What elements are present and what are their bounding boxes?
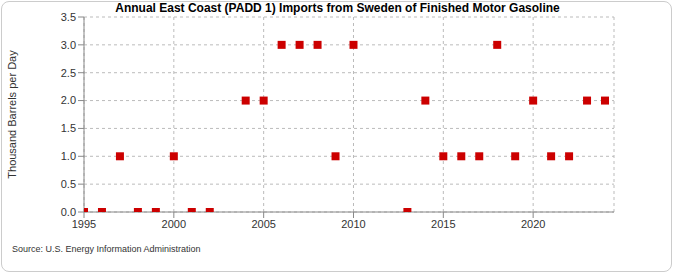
svg-text:2.0: 2.0 — [61, 94, 76, 106]
html-text:Source: U.S. Energy Informatio: Source: U.S. Energy Information Administ… — [12, 244, 201, 254]
svg-text:2010: 2010 — [341, 218, 365, 230]
html-text:Annual East Coast (PADD 1) Imp: Annual East Coast (PADD 1) Imports from … — [115, 1, 560, 15]
svg-text:0.5: 0.5 — [61, 178, 76, 190]
svg-text:3.5: 3.5 — [61, 11, 76, 23]
svg-text:2.5: 2.5 — [61, 67, 76, 79]
svg-text:1.5: 1.5 — [61, 122, 76, 134]
svg-text:3.0: 3.0 — [61, 39, 76, 51]
svg-text:Thousand Barrels per Day: Thousand Barrels per Day — [8, 50, 18, 179]
svg-text:1995: 1995 — [72, 218, 96, 230]
svg-text:2015: 2015 — [431, 218, 455, 230]
svg-text:2005: 2005 — [251, 218, 275, 230]
svg-text:2020: 2020 — [521, 218, 545, 230]
svg-text:0.0: 0.0 — [61, 206, 76, 218]
svg-text:1.0: 1.0 — [61, 150, 76, 162]
svg-text:2000: 2000 — [162, 218, 186, 230]
